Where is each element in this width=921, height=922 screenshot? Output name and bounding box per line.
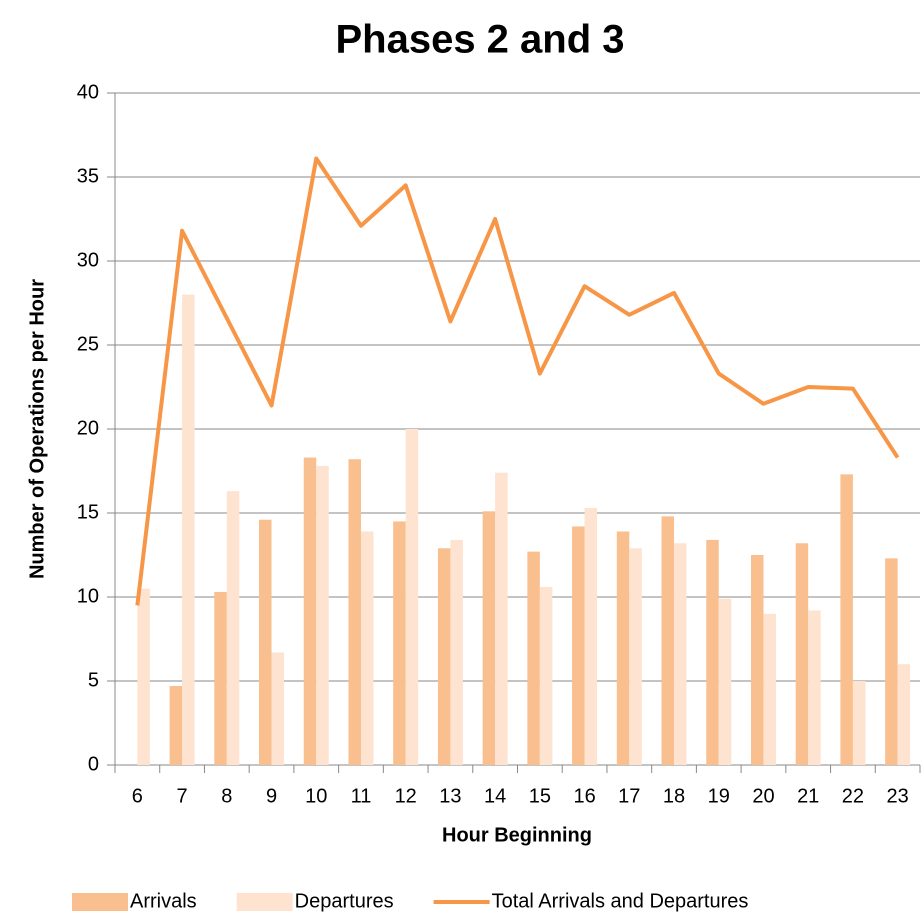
- bar: [271, 652, 285, 765]
- x-tick-label: 20: [752, 785, 774, 807]
- x-tick-label: 22: [842, 785, 864, 807]
- x-tick-label: 11: [351, 785, 372, 807]
- legend-swatch: [236, 893, 293, 911]
- y-tick-label: 5: [88, 669, 99, 691]
- bar: [482, 511, 496, 765]
- y-tick-label: 10: [77, 585, 99, 607]
- bar: [840, 474, 853, 765]
- bar: [259, 519, 272, 765]
- bar: [629, 548, 642, 765]
- bar: [718, 598, 732, 765]
- bar: [226, 491, 240, 765]
- bar: [616, 531, 630, 765]
- bar: [808, 610, 821, 765]
- x-tick-label: 12: [395, 785, 417, 807]
- x-tick-label: 17: [618, 785, 640, 807]
- x-tick-label: 18: [663, 785, 685, 807]
- bar: [763, 613, 776, 765]
- bar: [572, 526, 585, 765]
- bar: [706, 539, 719, 765]
- x-tick-label: 9: [266, 785, 277, 807]
- bar: [750, 555, 764, 765]
- bar: [495, 472, 508, 765]
- legend-label: Departures: [295, 890, 394, 912]
- legend-label: Total Arrivals and Departures: [492, 890, 749, 912]
- chart-title: Phases 2 and 3: [335, 18, 624, 62]
- legend-label: Arrivals: [130, 890, 197, 912]
- x-tick-label: 23: [887, 785, 909, 807]
- bar: [137, 588, 150, 765]
- x-tick-label: 7: [177, 785, 188, 807]
- y-tick-label: 15: [77, 501, 99, 523]
- x-axis-label: Hour Beginning: [442, 824, 592, 846]
- y-tick-label: 20: [77, 417, 99, 439]
- bar: [316, 465, 329, 765]
- y-tick-label: 30: [77, 249, 99, 271]
- x-tick-label: 10: [305, 785, 327, 807]
- bar: [795, 543, 809, 765]
- bar: [214, 591, 227, 765]
- x-tick-label: 8: [221, 785, 232, 807]
- bar: [169, 686, 183, 765]
- y-tick-label: 25: [77, 333, 99, 355]
- line-series: [135, 156, 900, 606]
- y-tick-label: 0: [88, 753, 99, 775]
- bar: [405, 429, 419, 765]
- x-tick-label: 13: [439, 785, 461, 807]
- bar: [437, 548, 451, 765]
- y-tick-label: 35: [77, 165, 99, 187]
- bar: [182, 294, 195, 765]
- bar: [539, 586, 553, 765]
- x-tick-label: 16: [573, 785, 595, 807]
- bar: [674, 543, 687, 765]
- x-tick-label: 21: [797, 785, 819, 807]
- bar: [661, 516, 675, 765]
- bar: [527, 551, 540, 765]
- bar: [584, 507, 598, 765]
- bar: [885, 558, 898, 765]
- bar: [393, 521, 406, 765]
- x-tick-label: 6: [132, 785, 143, 807]
- bar: [897, 664, 911, 765]
- y-axis-label: Number of Operations per Hour: [26, 279, 48, 579]
- bar: [360, 531, 374, 765]
- bar: [852, 681, 866, 765]
- x-tick-label: 15: [529, 785, 551, 807]
- legend-swatch: [72, 893, 128, 911]
- x-tick-label: 14: [484, 785, 506, 807]
- bar: [450, 539, 463, 765]
- x-tick-label: 19: [708, 785, 730, 807]
- bar: [348, 459, 361, 765]
- bar: [303, 457, 317, 765]
- y-tick-label: 40: [77, 81, 99, 103]
